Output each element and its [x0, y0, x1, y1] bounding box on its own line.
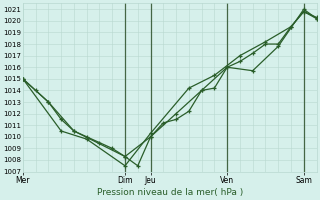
X-axis label: Pression niveau de la mer( hPa ): Pression niveau de la mer( hPa ): [97, 188, 243, 197]
